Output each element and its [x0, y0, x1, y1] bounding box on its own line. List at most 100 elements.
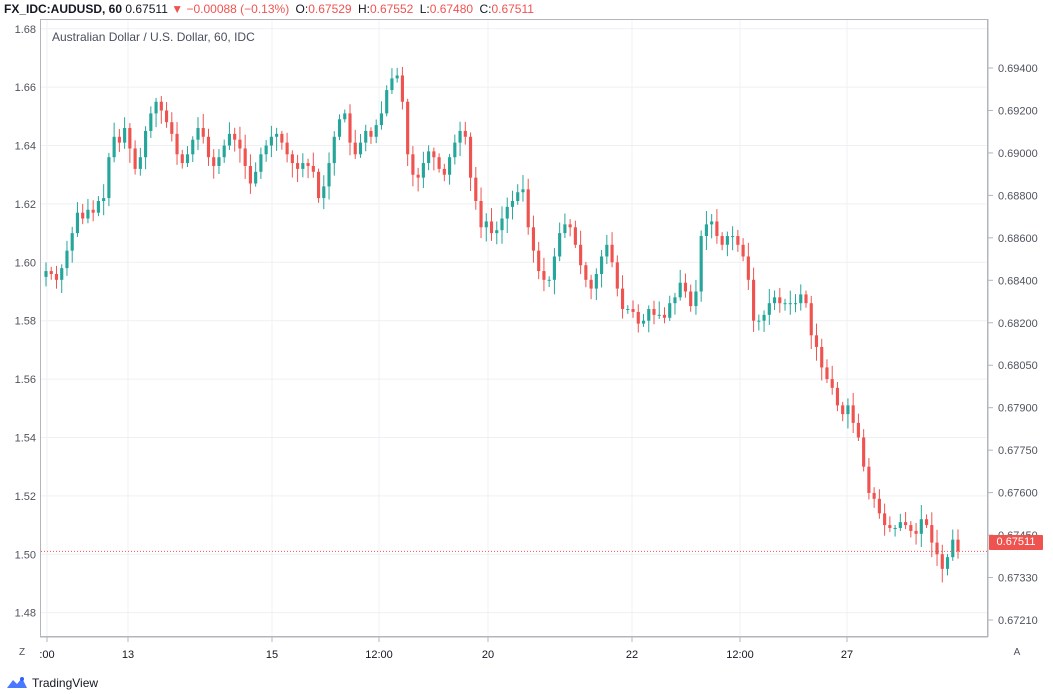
candle-body: [222, 145, 226, 158]
symbol-label[interactable]: FX_IDC:AUDUSD, 60: [4, 2, 123, 16]
high-value: 0.67552: [369, 2, 414, 16]
candle-body: [799, 294, 803, 304]
candle-body: [479, 201, 483, 228]
candle-body: [463, 130, 467, 137]
candle-body: [584, 265, 588, 280]
time-axis-tick: 22: [626, 649, 638, 661]
candle-body: [149, 113, 153, 131]
candle-body: [904, 522, 908, 526]
candle-body: [70, 233, 74, 251]
candle-body: [615, 262, 619, 289]
left-axis-tick: 1.56: [15, 374, 36, 386]
candle-body: [846, 405, 850, 415]
auto-scale-button[interactable]: A: [1013, 647, 1021, 658]
candle-body: [741, 244, 745, 257]
candle-body: [641, 320, 646, 324]
tradingview-brand[interactable]: TradingView: [32, 676, 99, 690]
right-axis-tick: 0.67600: [998, 488, 1038, 500]
candle-body: [112, 136, 116, 158]
candle-body: [888, 525, 892, 528]
candle-body: [453, 142, 457, 158]
time-axis-tick: 20: [482, 649, 494, 661]
candle-body: [636, 311, 640, 324]
candle-body: [662, 314, 667, 318]
candle-body: [542, 271, 546, 280]
candle-body: [610, 244, 614, 263]
candle-body: [123, 128, 127, 143]
close-value: 0.67511: [491, 2, 534, 16]
candle-body: [778, 297, 782, 304]
candle-body: [956, 539, 960, 552]
left-scale-toggle-button[interactable]: Z: [18, 647, 26, 658]
open-value: 0.67529: [308, 2, 352, 16]
candle-body: [233, 133, 237, 140]
candle-body: [468, 136, 473, 178]
candle-body: [290, 154, 294, 164]
candle-body: [217, 157, 221, 166]
candle-body: [54, 273, 59, 280]
candle-body: [689, 291, 693, 307]
tradingview-logo-icon[interactable]: [6, 676, 28, 690]
candle-body: [458, 130, 462, 143]
candle-body: [725, 236, 729, 245]
candle-body: [510, 201, 515, 207]
candle-body: [647, 309, 651, 321]
candle-body: [940, 554, 944, 569]
candle-body: [133, 148, 137, 169]
time-axis-tick: 27: [841, 649, 853, 661]
candle-body: [537, 250, 541, 272]
candle-body: [102, 198, 106, 202]
candle-body: [809, 303, 813, 336]
candle-body: [358, 142, 363, 155]
candle-body: [762, 314, 766, 321]
candle-body: [579, 244, 583, 266]
candle-body: [867, 466, 871, 493]
candle-body: [60, 268, 64, 280]
candle-body: [552, 256, 556, 280]
candle-body: [568, 224, 572, 228]
candle-body: [558, 233, 562, 257]
chart-title: Australian Dollar / U.S. Dollar, 60, IDC: [52, 30, 255, 44]
candle-body: [620, 288, 625, 310]
candle-body: [117, 136, 121, 143]
candle-body: [343, 113, 347, 120]
candle-body: [573, 227, 577, 245]
candle-body: [825, 367, 829, 380]
candle-body: [259, 154, 263, 172]
left-axis-tick: 1.60: [15, 257, 36, 269]
candle-body: [374, 125, 378, 137]
candle-body: [406, 101, 410, 155]
left-axis-tick: 1.68: [15, 24, 36, 36]
left-axis-tick: 1.54: [15, 432, 36, 444]
candle-body: [872, 492, 876, 499]
candle-body: [788, 303, 792, 305]
right-axis-tick: 0.68200: [998, 318, 1038, 330]
candle-body: [275, 133, 279, 137]
candle-body: [327, 163, 331, 187]
candle-body: [212, 157, 216, 166]
right-axis-tick: 0.69400: [998, 63, 1038, 75]
candle-body: [385, 90, 389, 114]
candle-body: [180, 154, 184, 164]
candle-body: [248, 165, 252, 184]
candle-body: [96, 201, 100, 213]
right-axis-tick: 0.67210: [998, 615, 1038, 627]
candle-body: [144, 130, 148, 158]
candle-body: [353, 142, 357, 155]
candle-body: [694, 291, 698, 307]
candle-body: [337, 119, 342, 137]
candle-body: [432, 151, 436, 158]
candle-body: [516, 192, 520, 202]
candle-body: [720, 236, 724, 245]
candle-body: [448, 157, 452, 175]
candle-body: [820, 346, 824, 368]
right-axis-tick: 0.68050: [998, 360, 1038, 372]
candle-body: [254, 171, 258, 184]
chart-header: FX_IDC:AUDUSD, 60 0.67511 ▼ −0.00088 (−0…: [0, 0, 1053, 18]
candle-body: [731, 236, 735, 238]
candle-body: [914, 530, 918, 534]
candle-body: [862, 437, 866, 467]
candle-body: [369, 130, 373, 137]
candle-body: [379, 113, 384, 126]
